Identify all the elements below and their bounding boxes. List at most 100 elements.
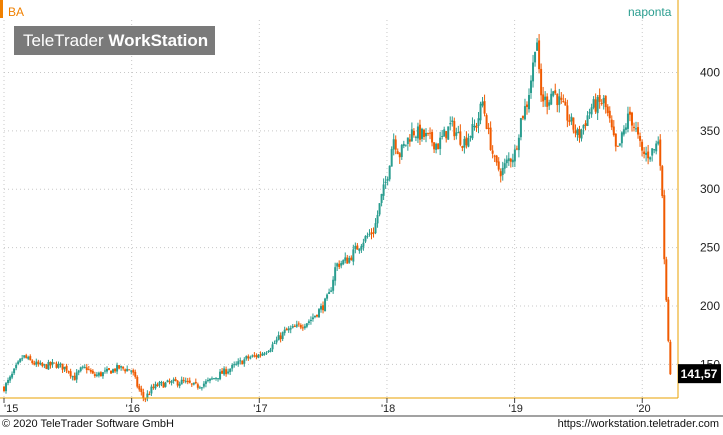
candle-body — [590, 107, 593, 115]
candle-body — [370, 232, 373, 235]
candle-body — [390, 149, 393, 167]
candle-body — [97, 372, 100, 376]
candle-body — [305, 323, 308, 327]
candle-body — [15, 364, 18, 369]
y-tick-label: 400 — [700, 66, 720, 80]
candle-body — [174, 378, 177, 382]
candle-body — [99, 372, 102, 376]
candle-body — [364, 236, 367, 242]
candle-body — [59, 363, 62, 365]
candle-body — [606, 106, 609, 114]
candle-body — [661, 166, 664, 196]
candle-body — [475, 125, 478, 129]
candle-body — [477, 118, 480, 126]
candle-body — [237, 361, 240, 365]
candle-body — [580, 129, 583, 139]
candle-body — [158, 382, 161, 386]
candle-body — [586, 115, 589, 127]
candle-body — [523, 106, 526, 120]
candle-body — [176, 380, 179, 386]
y-tick-label: 200 — [700, 299, 720, 313]
x-tick-label: '18 — [381, 403, 395, 415]
candle-body — [160, 381, 163, 383]
candle-body — [317, 309, 320, 318]
candle-body — [406, 137, 409, 144]
candle-body — [138, 386, 141, 390]
candle-body — [328, 292, 331, 295]
candle-body — [550, 93, 553, 105]
candle-body — [632, 126, 635, 128]
candle-body — [588, 112, 591, 114]
candle-body — [499, 171, 502, 177]
candle-body — [340, 263, 343, 266]
candle-body — [103, 370, 106, 372]
watermark-product: WorkStation — [108, 31, 209, 50]
candle-body — [322, 305, 325, 311]
candle-body — [420, 128, 423, 139]
candle-body — [418, 124, 421, 140]
candle-body — [295, 324, 298, 327]
candle-body — [517, 137, 520, 151]
candle-body — [622, 129, 625, 135]
candle-body — [501, 167, 504, 175]
candle-body — [73, 375, 76, 381]
candle-body — [324, 298, 327, 312]
candle-body — [416, 126, 419, 139]
candle-body — [253, 355, 256, 357]
candle-body — [665, 259, 668, 301]
candle-body — [118, 365, 121, 369]
candle-body — [637, 127, 640, 135]
candle-body — [414, 136, 417, 138]
candle-body — [156, 384, 159, 387]
candle-body — [313, 315, 316, 318]
candle-body — [435, 143, 438, 150]
candle-body — [481, 101, 484, 106]
candle-body — [168, 381, 171, 383]
candle-body — [437, 143, 440, 150]
candle-body — [465, 137, 468, 146]
candle-body — [542, 94, 545, 102]
candle-body — [546, 96, 549, 107]
candle-body — [89, 370, 92, 372]
candle-body — [368, 233, 371, 235]
candle-body — [263, 353, 266, 355]
site-link[interactable]: https://workstation.teletrader.com — [557, 418, 719, 430]
candle-body — [493, 155, 496, 157]
candle-body — [433, 142, 436, 150]
candle-body — [412, 130, 415, 136]
candle-body — [11, 373, 14, 378]
candle-body — [620, 132, 623, 144]
candle-body — [217, 378, 220, 380]
candle-body — [544, 96, 547, 100]
candle-body — [348, 257, 351, 263]
candle-body — [441, 135, 444, 137]
candle-body — [489, 127, 492, 150]
candle-body — [198, 387, 201, 389]
candle-body — [447, 126, 450, 140]
candle-body — [273, 342, 276, 344]
candle-body — [503, 163, 506, 169]
candle-body — [536, 42, 539, 51]
candle-body — [344, 257, 347, 261]
candle-body — [645, 152, 648, 155]
candle-body — [404, 144, 407, 146]
candle-body — [455, 132, 458, 136]
candle-body — [649, 157, 652, 160]
candle-body — [49, 361, 52, 366]
x-tick-label: '15 — [4, 403, 18, 415]
candle-body — [219, 371, 222, 380]
candle-body — [162, 382, 165, 388]
candle-body — [574, 130, 577, 134]
candle-body — [212, 378, 215, 380]
candle-body — [616, 145, 619, 147]
candle-body — [301, 327, 304, 329]
candle-body — [628, 111, 631, 115]
candle-body — [194, 381, 197, 384]
candle-body — [107, 368, 110, 370]
candle-body — [3, 386, 5, 392]
candle-body — [386, 178, 389, 181]
candle-body — [223, 368, 226, 375]
candle-body — [154, 383, 157, 389]
candle-body — [366, 235, 369, 237]
candle-body — [269, 349, 272, 352]
